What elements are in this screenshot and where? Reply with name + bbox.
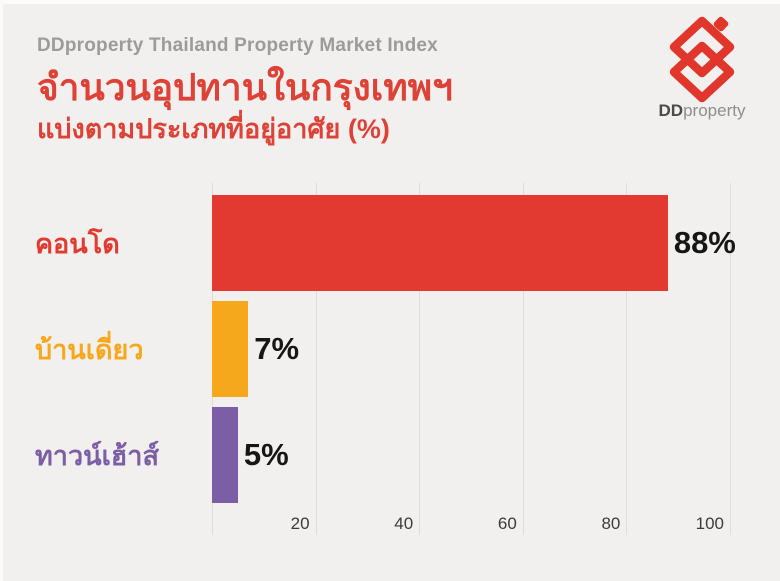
plot-area: 20 40 60 80 100 88% 7% 5% <box>212 183 736 535</box>
x-tick-label: 100 <box>695 514 724 533</box>
logo-dd-text: DD <box>658 101 684 120</box>
category-label: ทาวน์เฮ้าส์ <box>35 440 159 471</box>
x-tick-label: 80 <box>601 514 621 533</box>
value-label: 5% <box>243 437 289 472</box>
x-tick-label: 20 <box>290 514 310 533</box>
value-label: 7% <box>254 331 300 366</box>
bar-1 <box>212 195 668 291</box>
card-left-edge <box>0 0 3 581</box>
brand-kicker: DDproperty Thailand Property Market Inde… <box>37 35 438 56</box>
house-logo-icon <box>669 16 735 103</box>
gridline <box>419 183 421 535</box>
card-top-edge <box>0 0 780 4</box>
logo-property-text: property <box>683 101 746 120</box>
category-label: คอนโด <box>35 228 120 259</box>
chart-title: จำนวนอุปทานในกรุงเทพฯ <box>37 67 453 108</box>
gridline <box>315 183 317 535</box>
category-label: บ้านเดี่ยว <box>35 334 144 365</box>
value-label: 88% <box>673 225 736 260</box>
ddproperty-logo: DDproperty <box>640 12 764 120</box>
chart-subtitle: แบ่งตามประเภทที่อยู่อาศัย (%) <box>37 114 390 144</box>
header: DDproperty Thailand Property Market Inde… <box>37 33 597 146</box>
logo-wordmark: DDproperty <box>640 102 764 120</box>
gridline <box>522 183 524 535</box>
gridline <box>730 183 731 535</box>
gridline <box>626 183 628 535</box>
x-tick-label: 60 <box>497 514 517 533</box>
bar-3 <box>212 407 238 503</box>
bar-2 <box>212 301 249 397</box>
x-tick-label: 40 <box>394 514 414 533</box>
